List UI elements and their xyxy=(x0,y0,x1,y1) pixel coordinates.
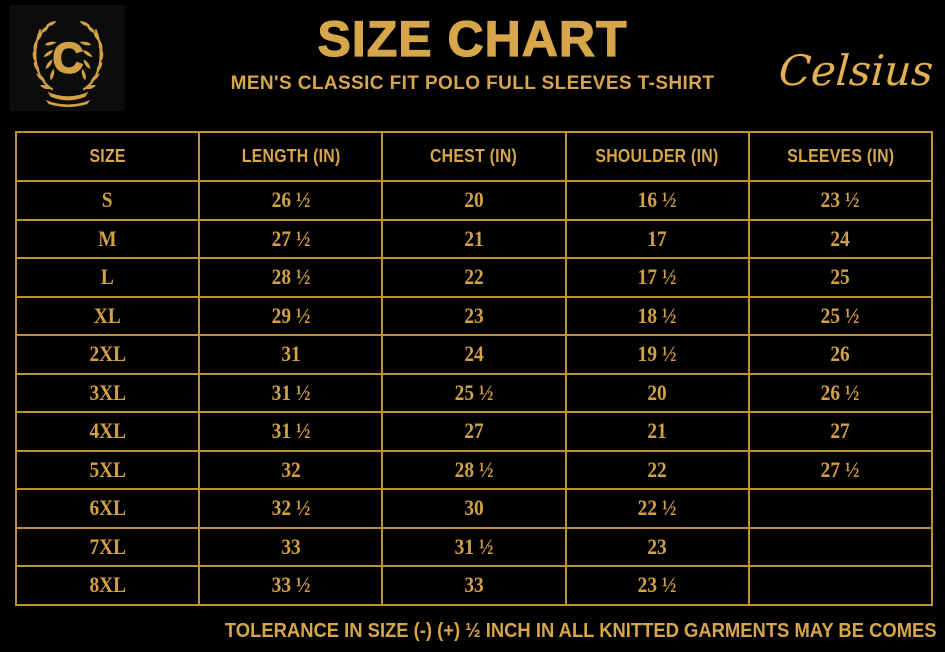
measurement-cell: 18 ½ xyxy=(564,295,750,336)
measurement-cell: 24 xyxy=(381,334,567,375)
measurement-cell: 31 ½ xyxy=(198,411,384,452)
measurement-cell: 19 ½ xyxy=(564,334,750,375)
measurement-cell: 17 xyxy=(564,218,750,259)
table-row: 7XL 33 31 ½ 23 xyxy=(14,526,934,567)
size-label-cell: 7XL xyxy=(14,526,201,567)
measurement-cell: 28 ½ xyxy=(198,257,384,298)
size-label-cell: 8XL xyxy=(14,565,201,606)
tolerance-note: TOLERANCE IN SIZE (-) (+) ½ INCH IN ALL … xyxy=(225,620,937,642)
brand-logo: C xyxy=(10,5,125,111)
measurement-cell xyxy=(747,526,934,567)
table-row: 2XL 31 24 19 ½ 26 xyxy=(14,334,934,375)
measurement-cell: 28 ½ xyxy=(381,449,567,490)
size-label-cell: 3XL xyxy=(14,372,201,413)
laurel-wreath-icon: C xyxy=(16,9,120,107)
measurement-cell: 27 xyxy=(381,411,567,452)
table-row: 6XL 32 ½ 30 22 ½ xyxy=(14,488,934,529)
measurement-cell: 32 xyxy=(198,449,384,490)
measurement-cell: 29 ½ xyxy=(198,295,384,336)
measurement-cell: 23 xyxy=(564,526,750,567)
measurement-cell: 21 xyxy=(564,411,750,452)
column-header-shoulder: SHOULDER (IN) xyxy=(564,131,750,182)
measurement-cell: 27 ½ xyxy=(198,218,384,259)
measurement-cell: 33 ½ xyxy=(198,565,384,606)
measurement-cell: 25 xyxy=(747,257,934,298)
measurement-cell: 25 ½ xyxy=(381,372,567,413)
page-header: SIZE CHART MEN'S CLASSIC FIT POLO FULL S… xyxy=(0,11,945,95)
brand-name: Celsius xyxy=(777,46,935,95)
table-row: S 26 ½ 20 16 ½ 23 ½ xyxy=(14,180,934,221)
measurement-cell: 16 ½ xyxy=(564,180,750,221)
size-label-cell: S xyxy=(14,180,201,221)
measurement-cell: 22 ½ xyxy=(564,488,750,529)
measurement-cell: 31 ½ xyxy=(381,526,567,567)
size-label-cell: 4XL xyxy=(14,411,201,452)
table-row: 5XL 32 28 ½ 22 27 ½ xyxy=(14,449,934,490)
table-row: L 28 ½ 22 17 ½ 25 xyxy=(14,257,934,298)
measurement-cell: 20 xyxy=(564,372,750,413)
size-label-cell: M xyxy=(14,218,201,259)
logo-letter: C xyxy=(52,34,83,82)
measurement-cell: 32 ½ xyxy=(198,488,384,529)
measurement-cell: 31 xyxy=(198,334,384,375)
page-title: SIZE CHART xyxy=(317,11,628,67)
column-header-length: LENGTH (IN) xyxy=(198,131,384,182)
column-header-chest: CHEST (IN) xyxy=(381,131,567,182)
measurement-cell: 22 xyxy=(564,449,750,490)
measurement-cell: 33 xyxy=(198,526,384,567)
column-header-size: SIZE xyxy=(14,131,201,182)
measurement-cell: 22 xyxy=(381,257,567,298)
measurement-cell: 23 xyxy=(381,295,567,336)
measurement-cell: 27 xyxy=(747,411,934,452)
measurement-cell: 25 ½ xyxy=(747,295,934,336)
table-row: M 27 ½ 21 17 24 xyxy=(14,218,934,259)
measurement-cell: 30 xyxy=(381,488,567,529)
size-label-cell: 6XL xyxy=(14,488,201,529)
measurement-cell: 17 ½ xyxy=(564,257,750,298)
size-label-cell: 5XL xyxy=(14,449,201,490)
measurement-cell: 20 xyxy=(381,180,567,221)
measurement-cell: 23 ½ xyxy=(747,180,934,221)
measurement-cell: 24 xyxy=(747,218,934,259)
table-row: 8XL 33 ½ 33 23 ½ xyxy=(14,565,934,606)
measurement-cell: 23 ½ xyxy=(564,565,750,606)
size-chart-table: SIZE LENGTH (IN) CHEST (IN) SHOULDER (IN… xyxy=(14,131,934,606)
measurement-cell: 26 ½ xyxy=(198,180,384,221)
size-label-cell: 2XL xyxy=(14,334,201,375)
measurement-cell: 21 xyxy=(381,218,567,259)
measurement-cell: 27 ½ xyxy=(747,449,934,490)
table-row: 4XL 31 ½ 27 21 27 xyxy=(14,411,934,452)
size-label-cell: L xyxy=(14,257,201,298)
table-row: 3XL 31 ½ 25 ½ 20 26 ½ xyxy=(14,372,934,413)
measurement-cell: 26 xyxy=(747,334,934,375)
measurement-cell: 31 ½ xyxy=(198,372,384,413)
measurement-cell: 26 ½ xyxy=(747,372,934,413)
header-row: SIZE LENGTH (IN) CHEST (IN) SHOULDER (IN… xyxy=(14,131,934,182)
measurement-cell xyxy=(747,488,934,529)
size-label-cell: XL xyxy=(14,295,201,336)
table-row: XL 29 ½ 23 18 ½ 25 ½ xyxy=(14,295,934,336)
page-subtitle: MEN'S CLASSIC FIT POLO FULL SLEEVES T-SH… xyxy=(230,73,715,94)
measurement-cell: 33 xyxy=(381,565,567,606)
measurement-cell xyxy=(747,565,934,606)
column-header-sleeves: SLEEVES (IN) xyxy=(747,131,934,182)
